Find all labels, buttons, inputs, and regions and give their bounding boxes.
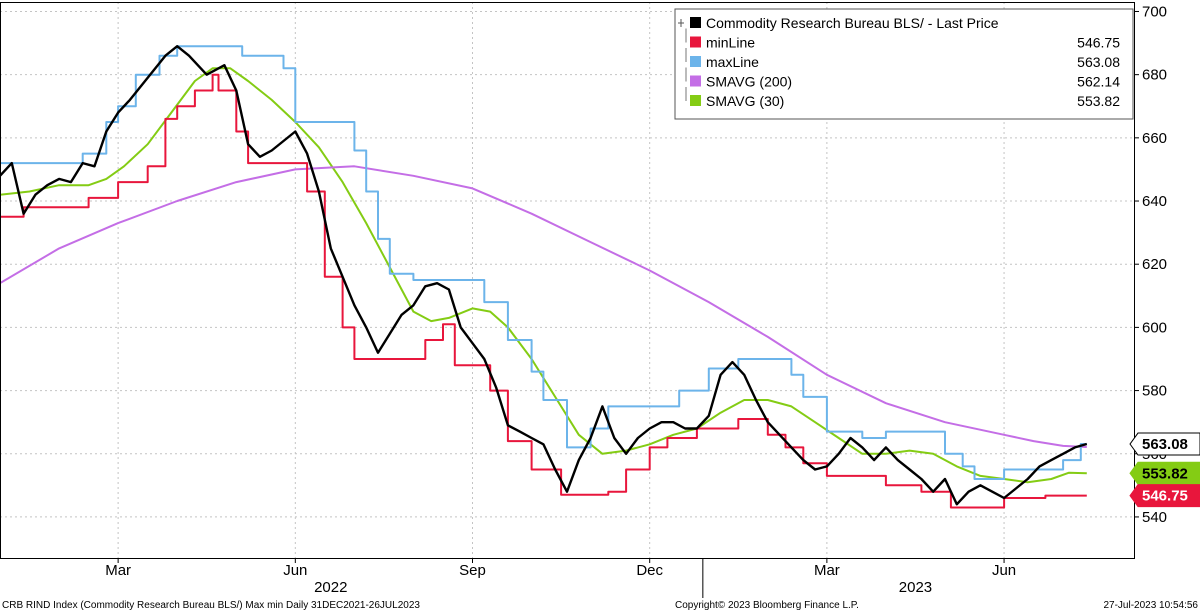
year-label: 2023 <box>899 579 932 596</box>
series-line-commodity-research-bureau-bls-last-price <box>0 45 1088 506</box>
series-line-smavg-30 <box>0 67 1087 484</box>
y-tick-label: 580 <box>1142 383 1167 400</box>
legend-item[interactable]: SMAVG (200) 562.14 <box>685 67 1120 90</box>
legend-value: 563.08 <box>1077 54 1120 70</box>
legend-swatch <box>690 95 701 106</box>
x-tick-label: Jun <box>283 562 307 579</box>
badge-shape <box>1129 432 1200 456</box>
year-label: 2022 <box>314 579 347 596</box>
y-tick-label: 660 <box>1142 130 1167 147</box>
x-tick-label: Sep <box>459 562 486 579</box>
legend-label: Commodity Research Bureau BLS/ - Last Pr… <box>706 15 999 31</box>
y-tick-label: 700 <box>1142 3 1167 20</box>
chart-series-layer <box>0 45 1088 509</box>
y-tick-label: 680 <box>1142 67 1167 84</box>
badge-label: 563.08 <box>1142 436 1188 453</box>
legend-label: SMAVG (30) <box>706 93 784 109</box>
series-line-minline <box>0 73 1087 509</box>
legend-item[interactable]: maxLine 563.08 <box>685 48 1120 70</box>
series-line-maxline <box>0 45 1087 480</box>
legend-item[interactable]: minLine 546.75 <box>685 28 1120 51</box>
footer-timestamp: 27-Jul-2023 10:54:56 <box>1103 600 1198 611</box>
badge-shape <box>1129 461 1200 485</box>
last-value-badge: 553.82 <box>1129 461 1200 485</box>
legend-value: 562.14 <box>1077 74 1120 90</box>
legend-box <box>674 8 1134 120</box>
y-tick-label: 540 <box>1142 509 1167 526</box>
legend-value: 553.82 <box>1077 93 1120 109</box>
legend-label: maxLine <box>706 54 759 70</box>
last-value-badges: 563.08 553.82 546.75 <box>1129 432 1200 508</box>
series-line-smavg-200 <box>0 165 1087 448</box>
legend-swatch <box>690 56 701 67</box>
badge-label: 553.82 <box>1142 465 1188 482</box>
legend-label: SMAVG (200) <box>706 74 792 90</box>
footer-copyright: Copyright© 2023 Bloomberg Finance L.P. <box>675 600 859 611</box>
legend-swatch <box>690 75 701 87</box>
x-tick-label: Dec <box>636 562 663 579</box>
last-value-badge: 546.75 <box>1129 484 1200 508</box>
x-tick-label: Mar <box>105 562 131 579</box>
footer-description: CRB RIND Index (Commodity Research Burea… <box>2 600 420 611</box>
legend-swatch <box>690 17 701 28</box>
y-tick-label: 640 <box>1142 193 1167 210</box>
x-tick-label: Jun <box>992 562 1016 579</box>
badge-shape <box>1129 484 1200 508</box>
legend[interactable]: Commodity Research Bureau BLS/ - Last Pr… <box>674 8 1134 120</box>
y-tick-label: 620 <box>1142 256 1167 273</box>
badge-label: 546.75 <box>1142 488 1188 505</box>
y-tick-label: 600 <box>1142 319 1167 336</box>
legend-label: minLine <box>706 35 755 51</box>
legend-item[interactable]: SMAVG (30) 553.82 <box>685 87 1120 109</box>
x-tick-label: Mar <box>814 562 840 579</box>
last-value-badge: 563.08 <box>1129 432 1200 456</box>
plot-border <box>0 2 1135 559</box>
legend-swatch <box>690 36 701 48</box>
legend-item[interactable]: Commodity Research Bureau BLS/ - Last Pr… <box>678 15 999 31</box>
x-axis: Mar Jun Sep Dec Mar Jun 2022 2023 <box>105 558 1016 598</box>
legend-value: 546.75 <box>1077 35 1120 51</box>
